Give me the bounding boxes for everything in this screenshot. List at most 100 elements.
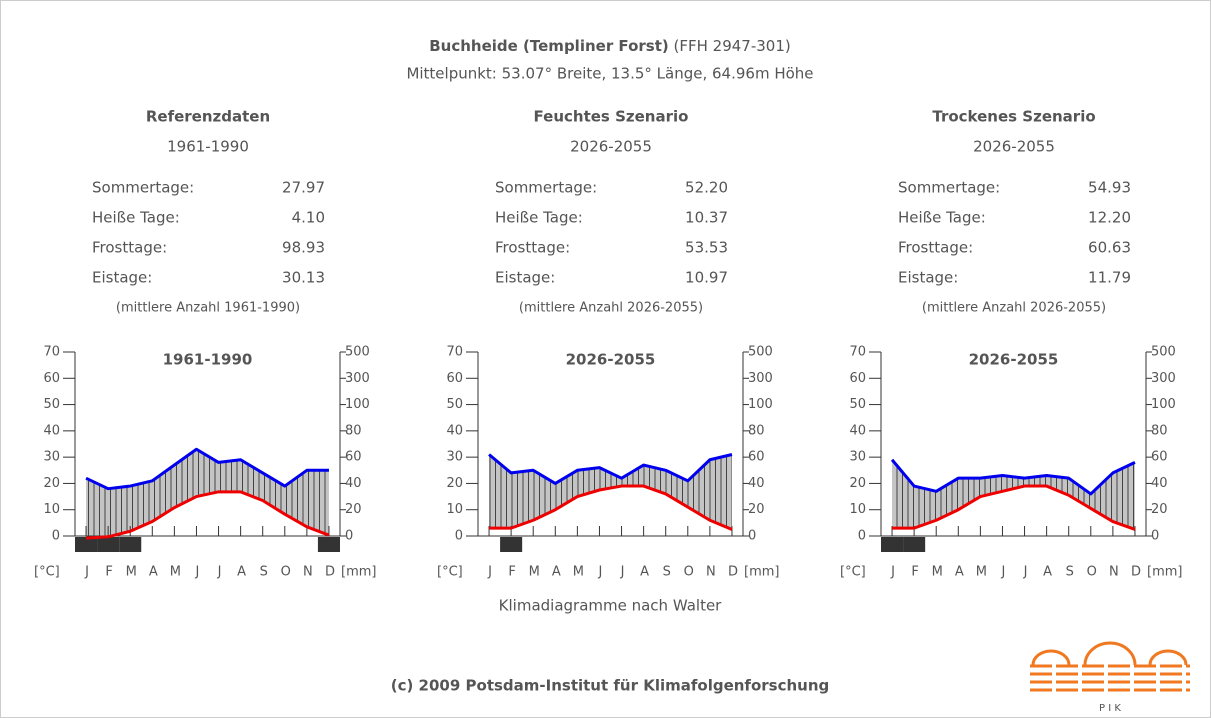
x-tick-label: F: [508, 565, 515, 580]
x-tick-label: J: [84, 565, 89, 580]
stat-value: 60.63: [1088, 239, 1131, 257]
x-tick-label: M: [126, 565, 137, 580]
caption: Klimadiagramme nach Walter: [499, 597, 723, 615]
y-tick-label: 50: [43, 397, 60, 412]
series-line: [488, 453, 733, 485]
stat-value: 11.79: [1088, 269, 1131, 287]
chart-title: 1961-1990: [163, 351, 253, 369]
frost-bar: [119, 537, 142, 552]
x-tick-label: D: [728, 565, 738, 580]
stat-value: 98.93: [282, 239, 325, 257]
x-tick-label: S: [1066, 565, 1074, 580]
logo-text: P I K: [1099, 703, 1121, 714]
x-tick-label: J: [1023, 565, 1028, 580]
stat-value: 52.20: [685, 179, 728, 197]
x-tick-label: A: [1043, 565, 1052, 580]
panel-note: (mittlere Anzahl 2026-2055): [922, 301, 1106, 316]
y2-axis-label: [mm]: [744, 565, 779, 580]
y2-tick-label: 0: [345, 529, 353, 544]
site-name: Buchheide (Templiner Forst): [429, 37, 669, 55]
y2-axis-label: [mm]: [341, 565, 376, 580]
site-code: (FFH 2947-301): [674, 37, 791, 55]
stat-value: 12.20: [1088, 209, 1131, 227]
panel-title: Feuchtes Szenario: [534, 108, 689, 126]
x-tick-label: M: [932, 565, 943, 580]
x-tick-label: A: [149, 565, 158, 580]
x-tick-label: O: [281, 565, 291, 580]
x-tick-label: S: [663, 565, 671, 580]
y2-tick-label: 80: [345, 423, 362, 438]
stat-label: Heiße Tage:: [495, 209, 583, 227]
x-tick-label: A: [640, 565, 649, 580]
x-tick-label: J: [487, 565, 492, 580]
y-tick-label: 60: [849, 371, 866, 386]
y2-tick-label: 500: [1151, 345, 1176, 360]
y2-axis-label: [mm]: [1147, 565, 1182, 580]
stat-value: 27.97: [282, 179, 325, 197]
y-tick-label: 70: [849, 345, 866, 360]
stat-label: Heiße Tage:: [92, 209, 180, 227]
stat-label: Eistage:: [898, 269, 958, 287]
y-axis-label: [°C]: [840, 565, 866, 580]
y2-tick-label: 20: [1151, 502, 1168, 517]
frost-bar: [881, 537, 904, 552]
x-tick-label: J: [195, 565, 200, 580]
y2-tick-label: 20: [748, 502, 765, 517]
y-tick-label: 0: [52, 529, 60, 544]
x-tick-label: O: [684, 565, 694, 580]
stat-label: Eistage:: [92, 269, 152, 287]
y-tick-label: 10: [43, 502, 60, 517]
y-tick-label: 0: [455, 529, 463, 544]
y-tick-label: 30: [849, 450, 866, 465]
x-tick-label: A: [955, 565, 964, 580]
x-tick-label: J: [1001, 565, 1006, 580]
stat-value: 30.13: [282, 269, 325, 287]
y-tick-label: 60: [446, 371, 463, 386]
y2-tick-label: 300: [1151, 371, 1176, 386]
y-tick-label: 20: [446, 476, 463, 491]
stat-label: Frosttage:: [898, 239, 973, 257]
x-tick-label: N: [706, 565, 716, 580]
y2-tick-label: 100: [1151, 397, 1176, 412]
x-tick-label: S: [260, 565, 268, 580]
x-tick-label: M: [170, 565, 181, 580]
y-tick-label: 60: [43, 371, 60, 386]
series-line: [890, 458, 1136, 496]
stat-label: Frosttage:: [495, 239, 570, 257]
series-line: [489, 484, 733, 531]
frost-bar: [97, 537, 120, 552]
series-line: [85, 447, 329, 491]
panel-period: 2026-2055: [570, 138, 652, 156]
stat-value: 10.97: [685, 269, 728, 287]
y2-tick-label: 0: [748, 529, 756, 544]
y2-tick-label: 20: [345, 502, 362, 517]
y2-tick-label: 300: [748, 371, 773, 386]
panel-period: 1961-1990: [167, 138, 249, 156]
x-tick-label: J: [890, 565, 895, 580]
stat-label: Sommertage:: [92, 179, 194, 197]
panel-note: (mittlere Anzahl 2026-2055): [519, 301, 703, 316]
footer: (c) 2009 Potsdam-Institut für Klimafolge…: [391, 677, 830, 695]
y-tick-label: 10: [446, 502, 463, 517]
y2-tick-label: 500: [345, 345, 370, 360]
frost-bar: [317, 537, 340, 552]
panel-title: Referenzdaten: [146, 108, 270, 126]
y-tick-label: 20: [43, 476, 60, 491]
y-tick-label: 20: [849, 476, 866, 491]
panel-note: (mittlere Anzahl 1961-1990): [116, 301, 300, 316]
y2-tick-label: 40: [748, 476, 765, 491]
y2-tick-label: 0: [1151, 529, 1159, 544]
y-tick-label: 40: [43, 423, 60, 438]
series-line: [892, 484, 1136, 531]
y-tick-label: 10: [849, 502, 866, 517]
y-tick-label: 50: [849, 397, 866, 412]
stat-label: Sommertage:: [495, 179, 597, 197]
stat-value: 4.10: [292, 209, 325, 227]
stat-value: 53.53: [685, 239, 728, 257]
y-tick-label: 0: [858, 529, 866, 544]
y2-tick-label: 60: [345, 450, 362, 465]
y2-tick-label: 40: [345, 476, 362, 491]
header-title: Buchheide (Templiner Forst) (FFH 2947-30…: [429, 37, 791, 55]
y2-tick-label: 300: [345, 371, 370, 386]
